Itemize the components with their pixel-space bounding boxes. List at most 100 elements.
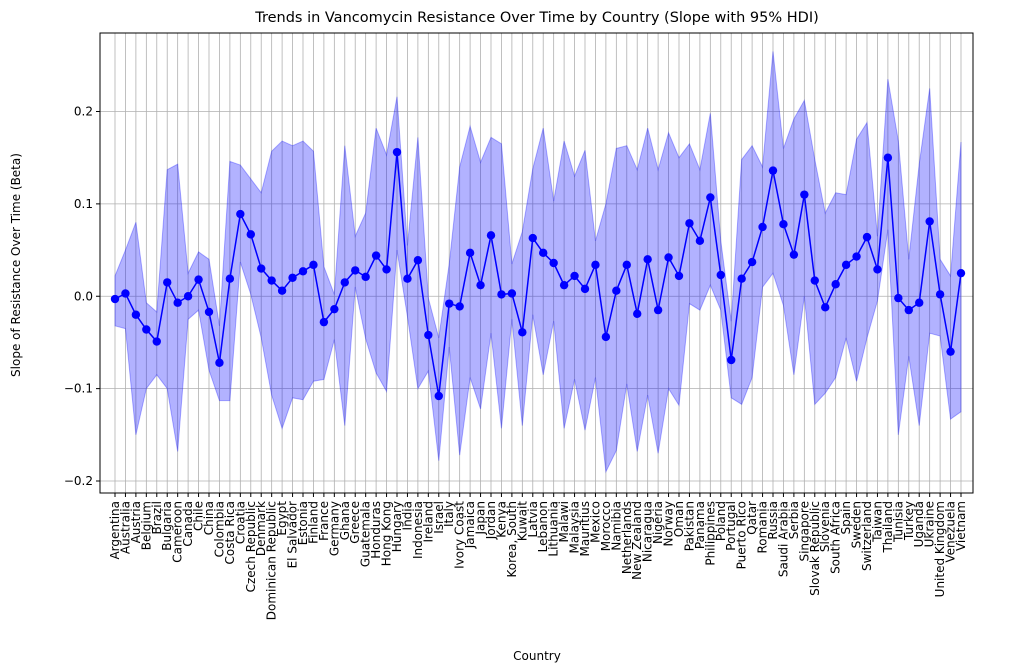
data-point <box>946 347 955 356</box>
data-point <box>277 286 287 295</box>
x-tick-label: Switzerland <box>860 501 874 571</box>
x-tick-label: Puerto Rico <box>735 501 749 569</box>
x-tick-label: Ireland <box>421 501 435 543</box>
data-point <box>841 260 851 270</box>
x-tick-label: Dominican Republic <box>265 501 279 620</box>
data-point <box>612 286 621 295</box>
data-point <box>758 222 767 232</box>
x-tick-label: Vietnam <box>954 501 968 551</box>
data-point <box>580 284 590 294</box>
data-point <box>528 233 537 243</box>
data-point <box>915 298 924 307</box>
data-point <box>873 265 882 274</box>
x-tick-label: Belgium <box>139 501 153 550</box>
data-point <box>361 272 370 282</box>
x-axis-label: Country <box>513 649 561 663</box>
data-point <box>309 260 318 270</box>
x-tick-label: Lebanon <box>536 501 550 552</box>
x-tick-label: Austria <box>129 501 143 543</box>
y-tick-label: 0.0 <box>74 289 93 303</box>
x-tick-label: Costa Rica <box>223 501 237 564</box>
data-point <box>810 276 819 285</box>
data-point <box>476 280 485 290</box>
data-point <box>706 193 715 202</box>
data-point <box>768 166 778 175</box>
x-tick-label: Pakistan <box>682 501 696 551</box>
data-point <box>486 231 496 240</box>
data-point <box>570 271 579 281</box>
x-tick-label: Australia <box>118 501 132 554</box>
data-point <box>653 305 663 315</box>
data-point <box>121 289 130 298</box>
x-tick-label: Germany <box>327 501 341 556</box>
x-tick-label: Mauritius <box>578 501 592 556</box>
x-tick-label: Spain <box>839 501 853 535</box>
x-tick-label: Nigeria <box>651 501 665 544</box>
data-point <box>288 273 297 282</box>
data-point <box>142 325 151 334</box>
x-tick-label: El Salvador <box>286 501 300 568</box>
x-tick-label: Cameroon <box>171 501 185 563</box>
x-tick-label: Colombia <box>212 501 226 557</box>
data-point <box>549 258 558 268</box>
data-point <box>173 298 182 307</box>
data-point <box>716 270 725 280</box>
data-point <box>789 250 799 259</box>
x-tick-label: Ghana <box>338 501 352 540</box>
data-point <box>131 310 141 319</box>
x-tick-label: Kuwait <box>515 501 529 541</box>
x-tick-label: Kenya <box>494 501 508 538</box>
data-point <box>956 268 966 278</box>
data-point <box>215 358 224 367</box>
x-tick-label: Singapore <box>797 501 811 562</box>
x-tick-label: Oman <box>672 501 686 537</box>
x-tick-label: Qatar <box>745 501 759 535</box>
x-tick-label: Turkey <box>902 501 916 541</box>
data-point <box>559 280 569 290</box>
x-tick-label: France <box>317 501 331 541</box>
data-point <box>382 265 391 274</box>
x-tick-label: Taiwan <box>870 501 884 543</box>
x-tick-label: Venezuela <box>944 501 958 563</box>
x-tick-label: Honduras <box>369 501 383 559</box>
x-tick-label: Malaysia <box>568 501 582 553</box>
data-point <box>852 252 861 261</box>
data-point <box>434 391 443 401</box>
x-tick-label: Croatia <box>233 501 247 544</box>
x-tick-label: Korea, South <box>505 501 519 578</box>
x-tick-label: Lithuania <box>547 501 561 557</box>
data-point <box>747 257 757 267</box>
hdi-band <box>114 51 962 474</box>
data-point <box>633 309 642 319</box>
data-point <box>183 292 193 301</box>
x-tick-label: Namibia <box>609 501 623 551</box>
data-point <box>371 251 381 260</box>
data-point <box>883 153 893 162</box>
x-tick-label: South Africa <box>829 501 843 574</box>
data-point <box>727 355 736 365</box>
data-point <box>236 209 245 219</box>
data-point <box>392 147 402 157</box>
y-tick-label: −0.1 <box>64 382 93 396</box>
x-tick-label: China <box>202 501 216 535</box>
x-tick-label: Italy <box>442 501 456 527</box>
x-tick-label: Denmark <box>254 501 268 556</box>
y-tick-label: 0.2 <box>74 105 93 119</box>
data-point <box>424 330 433 340</box>
x-tick-label: Russia <box>766 501 780 540</box>
data-point <box>163 278 172 287</box>
x-tick-label: Romania <box>756 501 770 553</box>
x-tick-label: Slovenia <box>818 501 832 552</box>
x-tick-label: Ukraine <box>923 501 937 547</box>
x-tick-label: Netherlands <box>620 501 634 574</box>
data-point <box>319 317 329 327</box>
data-point <box>831 280 840 289</box>
data-point <box>110 294 120 304</box>
data-point <box>340 278 349 287</box>
data-point <box>465 248 475 258</box>
data-point <box>821 303 830 312</box>
x-tick-label: India <box>400 501 414 530</box>
data-point <box>695 236 705 246</box>
x-tick-label: Tunisia <box>891 501 905 543</box>
x-tick-label: United Kingdom <box>933 501 947 597</box>
